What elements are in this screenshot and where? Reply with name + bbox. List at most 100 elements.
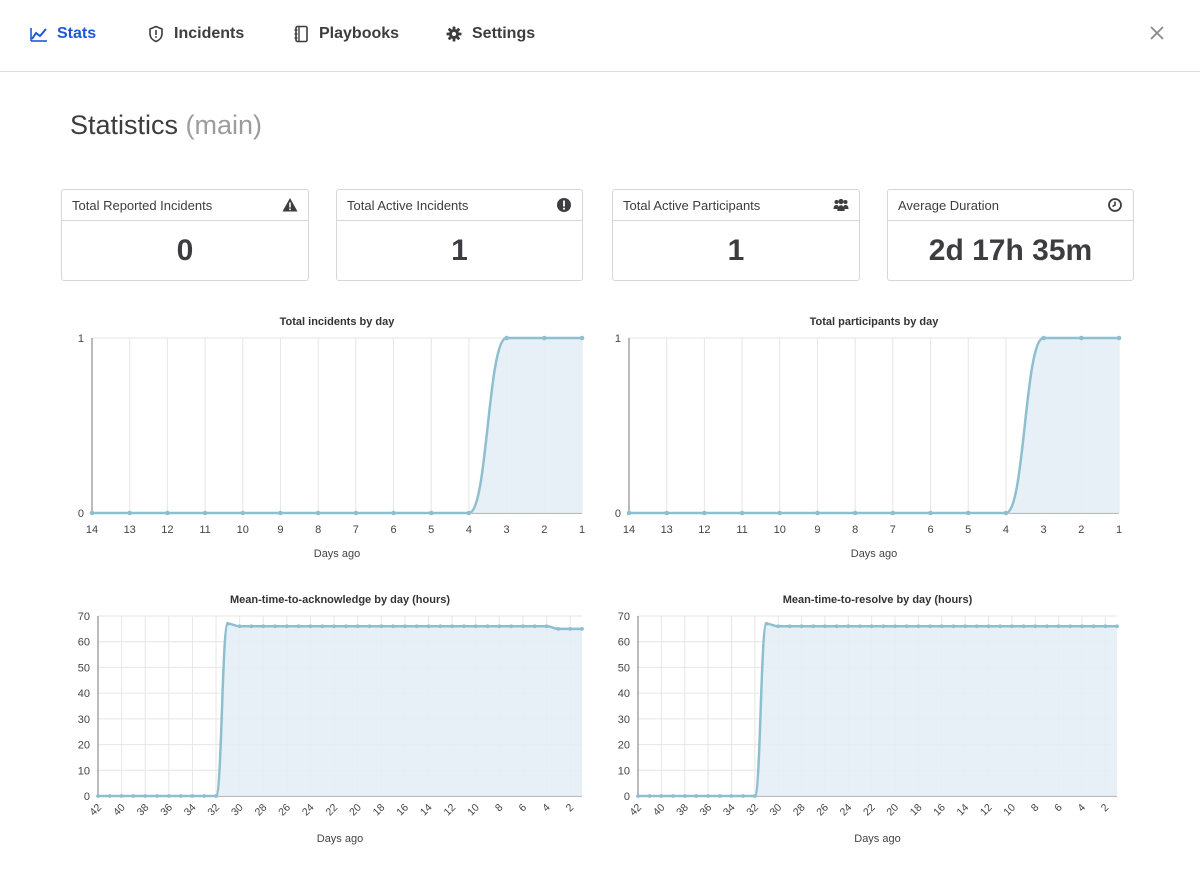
y-tick-label: 0 <box>78 508 84 520</box>
stat-card-header: Total Active Participants <box>613 190 859 221</box>
x-tick-label: 10 <box>237 524 249 536</box>
data-point <box>166 794 171 798</box>
y-tick-label: 1 <box>78 333 84 345</box>
stat-card-value: 2d 17h 35m <box>928 233 1093 267</box>
x-tick-label: 8 <box>852 524 858 536</box>
x-tick-label: 6 <box>927 524 933 536</box>
data-point <box>391 624 396 629</box>
data-point <box>344 624 348 629</box>
x-tick-label: 7 <box>353 524 359 536</box>
data-point <box>702 510 707 516</box>
stat-card-total-active-participants: Total Active Participants 1 <box>612 189 860 281</box>
data-point <box>278 510 283 516</box>
data-point <box>1068 624 1073 629</box>
x-tick-label: 5 <box>428 524 434 536</box>
x-tick-label: 28 <box>253 802 270 819</box>
tab-label: Stats <box>57 25 97 42</box>
chart-mean-time-to-acknowledge: Mean-time-to-acknowledge by day (hours) 0… <box>78 594 584 845</box>
x-tick-label: 12 <box>442 802 459 819</box>
x-tick-label: 8 <box>493 802 506 815</box>
data-point <box>852 510 858 516</box>
data-point <box>834 624 839 629</box>
data-point <box>647 794 652 798</box>
data-point <box>315 510 321 516</box>
data-point <box>391 510 396 516</box>
chart-line-icon <box>30 28 47 42</box>
x-tick-label: 1 <box>1116 524 1122 536</box>
data-point <box>119 794 124 798</box>
stat-card-label: Average Duration <box>898 197 999 213</box>
data-point <box>214 794 218 798</box>
x-tick-label: 13 <box>661 524 673 536</box>
data-point <box>473 624 478 629</box>
data-point <box>998 624 1003 629</box>
data-point <box>89 510 95 516</box>
stat-card-label: Total Active Incidents <box>347 197 469 213</box>
shield-icon <box>149 25 163 43</box>
data-point <box>1045 624 1049 629</box>
data-point <box>403 624 407 629</box>
data-point <box>225 621 230 626</box>
y-tick-label: 40 <box>618 688 630 700</box>
data-point <box>776 624 781 629</box>
chart-title: Total incidents by day <box>280 316 396 328</box>
data-point <box>694 794 699 798</box>
series-area <box>629 338 1119 513</box>
data-point <box>636 794 640 798</box>
y-tick-label: 0 <box>615 508 621 520</box>
tab-stats[interactable]: Stats <box>30 22 96 46</box>
data-point <box>893 624 897 629</box>
stat-card-value: 0 <box>176 233 194 267</box>
series-area <box>638 623 1117 796</box>
data-point <box>107 794 112 798</box>
data-point <box>450 624 455 629</box>
data-point <box>939 624 944 629</box>
playbook-icon <box>294 25 308 43</box>
x-tick-label: 14 <box>418 802 435 819</box>
stat-card-header: Total Reported Incidents <box>62 190 308 221</box>
x-tick-label: 18 <box>908 802 925 819</box>
exclamation-circle-icon <box>557 198 571 212</box>
close-icon[interactable] <box>1146 22 1168 44</box>
data-point <box>664 510 669 516</box>
data-point <box>190 794 195 798</box>
data-point <box>787 624 792 629</box>
stat-card-average-duration: Average Duration 2d 17h 35m <box>887 189 1134 281</box>
x-tick-label: 9 <box>814 524 820 536</box>
x-tick-label: 34 <box>721 802 738 819</box>
x-tick-label: 28 <box>791 802 808 819</box>
y-tick-label: 0 <box>84 791 90 803</box>
page-title: Statistics (main) <box>70 110 262 141</box>
data-point <box>504 335 509 341</box>
tab-incidents[interactable]: Incidents <box>147 22 244 46</box>
x-tick-label: 16 <box>394 802 411 819</box>
tab-playbooks[interactable]: Playbooks <box>292 22 399 46</box>
data-point <box>308 624 313 629</box>
tab-settings[interactable]: Settings <box>445 22 535 46</box>
data-point <box>497 624 502 629</box>
chart-title: Mean-time-to-acknowledge by day (hours) <box>230 594 450 606</box>
data-point <box>881 624 886 629</box>
x-tick-label: 36 <box>158 802 175 819</box>
y-tick-label: 60 <box>78 637 90 649</box>
x-tick-label: 22 <box>323 802 340 819</box>
data-point <box>353 510 359 516</box>
data-point <box>626 510 632 516</box>
x-tick-label: 1 <box>579 524 585 536</box>
data-point <box>869 624 874 629</box>
data-point <box>240 510 246 516</box>
x-tick-label: 14 <box>623 524 635 536</box>
x-tick-label: 10 <box>465 802 482 819</box>
x-tick-label: 36 <box>697 802 714 819</box>
data-point <box>928 624 932 629</box>
x-tick-label: 38 <box>135 802 152 819</box>
data-point <box>155 794 159 798</box>
stat-card-total-active-incidents: Total Active Incidents 1 <box>336 189 583 281</box>
data-point <box>904 624 909 629</box>
y-tick-label: 0 <box>624 791 630 803</box>
data-point <box>202 794 207 798</box>
x-tick-label: 34 <box>182 802 199 819</box>
x-tick-label: 10 <box>1001 802 1018 819</box>
data-point <box>1003 510 1009 516</box>
